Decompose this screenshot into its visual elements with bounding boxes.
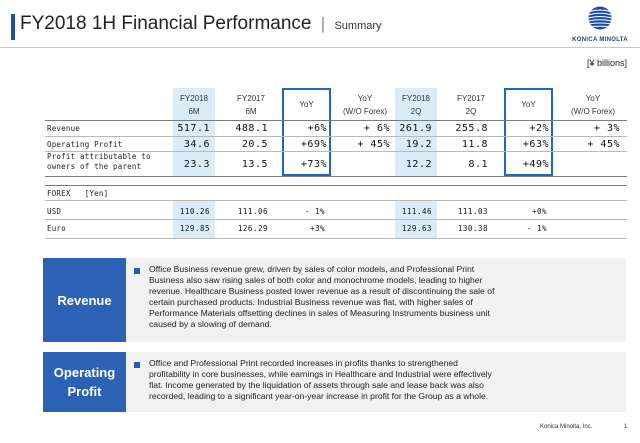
cell: 255.8 (455, 123, 488, 134)
page-number: 1 (624, 424, 628, 430)
cell: 129.85 (179, 224, 210, 233)
cell: +73% (300, 159, 327, 170)
header-rule (45, 120, 627, 121)
cell: 261.9 (399, 123, 432, 134)
forex-row-label-euro: Euro (47, 224, 66, 233)
konica-minolta-logo: KONICA MINOLTA (568, 6, 632, 46)
cell: 111.03 (457, 207, 488, 216)
col-header-yoy-wo-forex-2q: YoY (W/O Forex) (571, 94, 615, 116)
footer-company: Konica Minolta, Inc. (540, 424, 593, 430)
cell: - 1% (526, 224, 547, 233)
row-label-operating-profit: Operating Profit (47, 140, 123, 149)
col-header-yoy-2q: YoY (521, 100, 536, 109)
cell: 8.1 (468, 159, 488, 170)
col-header-fy2018-6m: FY2018 6M (179, 94, 209, 116)
yoy-2q-highlight (504, 88, 553, 176)
header-divider (0, 47, 640, 48)
title-accent-bar (11, 14, 15, 40)
bullet-icon (134, 362, 140, 368)
cell: - 1% (304, 207, 325, 216)
col-header-fy2017-6m: FY2017 6M (236, 94, 266, 116)
revenue-panel: Revenue Office Business revenue grew, dr… (43, 258, 626, 342)
cell: +6% (307, 123, 327, 134)
cell: 34.6 (183, 139, 210, 150)
cell: + 6% (363, 123, 390, 134)
fy2018-6m-band (173, 88, 215, 176)
forex-bottom-rule (45, 238, 627, 239)
col-header-yoy-6m: YoY (299, 100, 314, 109)
operating-profit-panel-text: Office and Professional Print recorded i… (149, 358, 492, 401)
cell: + 3% (593, 123, 620, 134)
cell: + 45% (357, 139, 390, 150)
cell: 126.29 (237, 224, 268, 233)
row-divider (45, 151, 627, 152)
revenue-panel-text: Office Business revenue grew, driven by … (149, 264, 495, 329)
col-header-fy2017-2q: FY2017 2Q (456, 94, 486, 116)
revenue-panel-label: Revenue (43, 258, 126, 342)
cell: 20.5 (241, 139, 268, 150)
title-text: FY2018 1H Financial Performance (20, 13, 312, 34)
forex-row-divider (45, 219, 627, 220)
cell: +63% (522, 139, 549, 150)
row-divider (45, 136, 627, 137)
cell: 129.63 (401, 224, 432, 233)
cell: +49% (522, 159, 549, 170)
cell: 111.46 (401, 207, 432, 216)
col-header-yoy-wo-forex-6m: YoY (W/O Forex) (343, 94, 387, 116)
cell: 517.1 (177, 123, 210, 134)
globe-logo-icon (588, 6, 612, 30)
cell: 23.3 (183, 159, 210, 170)
operating-profit-panel-label: Operating Profit (43, 352, 126, 412)
fy2018-2q-band (395, 88, 437, 176)
bullet-icon (134, 268, 140, 274)
page-title: FY2018 1H Financial Performance | Summar… (20, 13, 382, 35)
slide-header: FY2018 1H Financial Performance | Summar… (0, 0, 640, 50)
forex-row-label-usd: USD (47, 207, 62, 216)
cell: 111.06 (237, 207, 268, 216)
cell: 110.26 (179, 207, 210, 216)
title-subtitle: Summary (334, 20, 382, 32)
cell: 13.5 (241, 159, 268, 170)
cell: +2% (529, 123, 549, 134)
cell: 130.38 (457, 224, 488, 233)
cell: 488.1 (235, 123, 268, 134)
main-table-bottom-rule (45, 176, 627, 177)
row-label-revenue: Revenue (47, 124, 81, 133)
row-label-profit-attributable: Profit attributable to owners of the par… (47, 152, 151, 171)
operating-profit-panel: Operating Profit Office and Professional… (43, 352, 626, 412)
title-separator: | (320, 14, 326, 33)
unit-label: [¥ billions] (586, 58, 627, 68)
cell: +3% (309, 224, 325, 233)
forex-header: FOREX [Yen] (47, 189, 109, 198)
cell: 11.8 (461, 139, 488, 150)
logo-wordmark: KONICA MINOLTA (572, 37, 628, 43)
yoy-6m-highlight (282, 88, 331, 176)
cell: + 45% (587, 139, 620, 150)
cell: +0% (531, 207, 547, 216)
cell: 12.2 (405, 159, 432, 170)
forex-header-rule (45, 200, 627, 201)
col-header-fy2018-2q: FY2018 2Q (401, 94, 431, 116)
forex-top-rule (45, 185, 627, 186)
cell: 19.2 (405, 139, 432, 150)
cell: +69% (300, 139, 327, 150)
